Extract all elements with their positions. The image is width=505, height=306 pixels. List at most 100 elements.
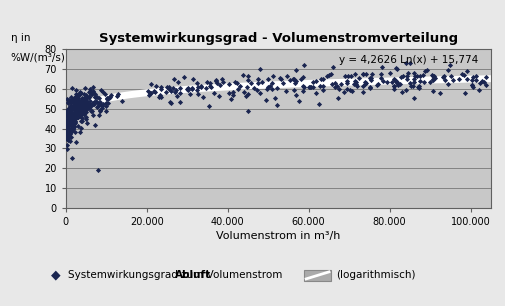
Point — [65, 127, 73, 132]
Point — [66, 108, 74, 113]
Point — [65, 119, 73, 124]
Point — [81, 85, 89, 90]
Point — [66, 109, 74, 114]
Point — [454, 77, 463, 82]
Point — [174, 79, 182, 84]
Point — [430, 76, 438, 81]
Point — [63, 122, 71, 127]
Point — [63, 120, 71, 125]
Point — [102, 108, 110, 113]
Point — [427, 72, 435, 77]
Point — [75, 101, 83, 106]
Point — [390, 84, 398, 89]
Point — [68, 125, 76, 130]
Point — [63, 146, 71, 151]
Point — [243, 78, 251, 83]
Point — [481, 74, 489, 79]
Point — [63, 128, 71, 133]
Point — [84, 90, 92, 95]
Point — [104, 96, 112, 101]
Point — [272, 103, 280, 107]
Point — [314, 102, 322, 106]
Point — [71, 130, 79, 135]
Point — [70, 120, 78, 125]
Point — [85, 105, 93, 110]
Point — [359, 72, 367, 77]
Point — [342, 87, 350, 91]
Point — [327, 81, 335, 86]
Point — [243, 74, 251, 79]
Point — [74, 105, 82, 110]
Point — [85, 95, 93, 100]
Point — [184, 88, 192, 93]
Point — [88, 102, 96, 107]
Point — [89, 89, 97, 94]
Point — [326, 72, 334, 76]
Point — [66, 122, 74, 127]
Point — [467, 77, 475, 82]
Point — [406, 81, 414, 86]
Point — [83, 101, 91, 106]
Point — [474, 88, 482, 92]
Point — [67, 114, 75, 119]
Point — [86, 108, 94, 113]
Point — [467, 83, 475, 88]
Point — [99, 102, 107, 106]
Point — [75, 107, 83, 112]
Point — [254, 77, 262, 82]
Point — [71, 104, 79, 109]
Point — [282, 73, 290, 78]
Point — [372, 82, 380, 87]
Point — [66, 130, 74, 135]
Point — [68, 103, 76, 108]
Text: ◆: ◆ — [50, 269, 60, 282]
Point — [74, 99, 82, 103]
Point — [230, 79, 238, 84]
Point — [65, 105, 73, 110]
Point — [64, 124, 72, 129]
Point — [403, 70, 412, 75]
Point — [393, 81, 401, 86]
Point — [67, 117, 75, 122]
Point — [82, 96, 90, 101]
Point — [67, 95, 75, 99]
Point — [77, 105, 85, 110]
Point — [79, 112, 87, 117]
Point — [166, 99, 174, 104]
Point — [63, 119, 71, 124]
Point — [63, 142, 71, 147]
Text: η in: η in — [11, 33, 30, 43]
Point — [76, 104, 84, 109]
Point — [78, 106, 86, 111]
Point — [89, 101, 97, 106]
Point — [88, 91, 96, 96]
Point — [63, 110, 71, 115]
Point — [67, 109, 75, 114]
Point — [70, 113, 78, 118]
Point — [92, 105, 100, 110]
Point — [68, 122, 76, 127]
Point — [359, 90, 367, 95]
Point — [67, 123, 75, 128]
Point — [435, 91, 443, 95]
Point — [79, 92, 87, 97]
Point — [438, 74, 446, 79]
Point — [66, 113, 74, 118]
Point — [235, 84, 243, 88]
Point — [74, 109, 82, 114]
Point — [71, 99, 79, 103]
Point — [324, 72, 332, 77]
Point — [63, 113, 71, 118]
Point — [70, 106, 78, 111]
Point — [87, 102, 95, 107]
Point — [203, 80, 211, 85]
Point — [249, 85, 258, 90]
Point — [68, 113, 76, 118]
Point — [66, 113, 74, 118]
Point — [414, 84, 422, 89]
Point — [67, 111, 75, 116]
Point — [64, 123, 72, 128]
Point — [63, 120, 71, 125]
Point — [150, 90, 159, 95]
Point — [67, 121, 75, 126]
